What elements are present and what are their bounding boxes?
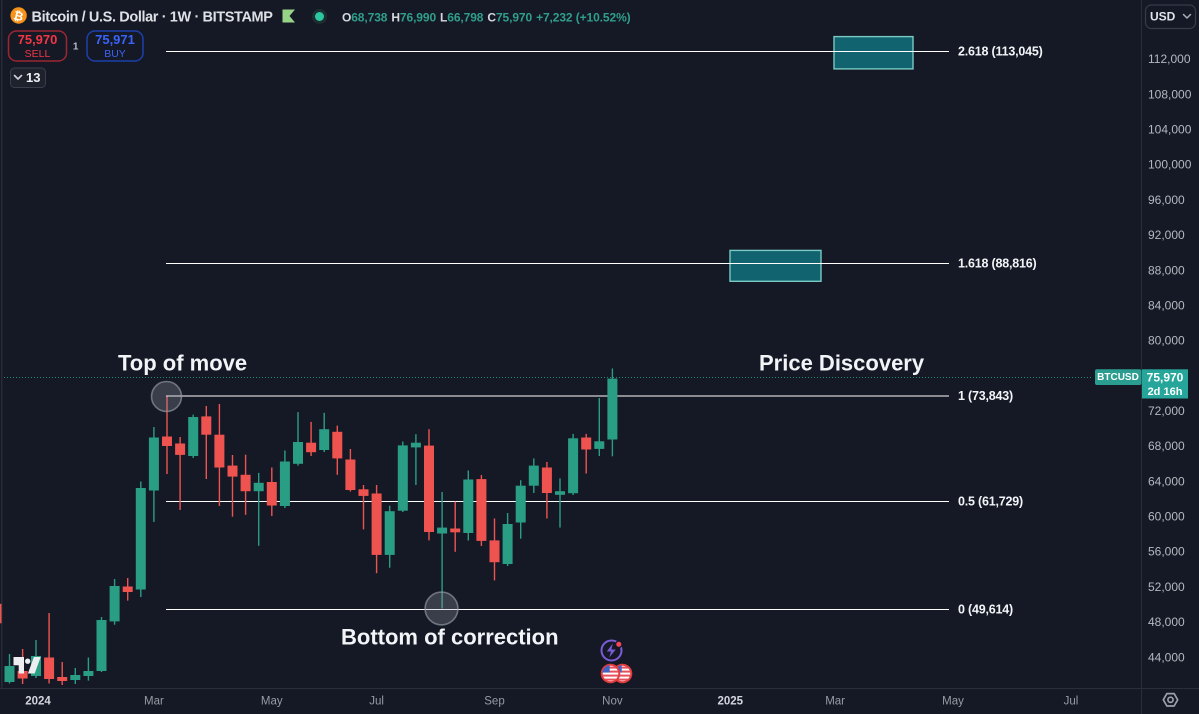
svg-text:64,000: 64,000 <box>1148 474 1185 488</box>
svg-text:96,000: 96,000 <box>1148 193 1185 207</box>
svg-text:75,970: 75,970 <box>18 32 58 47</box>
svg-text:BUY: BUY <box>104 48 126 60</box>
svg-text:SELL: SELL <box>25 48 51 60</box>
svg-text:2.618 (113,045): 2.618 (113,045) <box>958 45 1043 59</box>
svg-text:Mar: Mar <box>144 696 164 708</box>
svg-text:92,000: 92,000 <box>1148 228 1185 242</box>
svg-text:75,971: 75,971 <box>95 32 135 47</box>
svg-text:72,000: 72,000 <box>1148 404 1185 418</box>
svg-text:₿: ₿ <box>12 8 25 24</box>
svg-text:44,000: 44,000 <box>1148 650 1185 664</box>
svg-text:68,000: 68,000 <box>1148 439 1185 453</box>
svg-text:56,000: 56,000 <box>1148 545 1185 559</box>
svg-text:104,000: 104,000 <box>1148 123 1192 137</box>
svg-text:75,970: 75,970 <box>1147 370 1184 384</box>
svg-text:0 (49,614): 0 (49,614) <box>958 603 1013 617</box>
svg-text:Top of move: Top of move <box>118 351 247 376</box>
svg-text:Price Discovery: Price Discovery <box>759 351 925 376</box>
svg-text:80,000: 80,000 <box>1148 334 1185 348</box>
svg-text:2024: 2024 <box>25 696 51 708</box>
svg-text:2025: 2025 <box>718 696 744 708</box>
svg-text:52,000: 52,000 <box>1148 580 1185 594</box>
svg-text:Jul: Jul <box>369 696 384 708</box>
svg-text:0.5 (61,729): 0.5 (61,729) <box>958 495 1023 509</box>
svg-text:1.618 (88,816): 1.618 (88,816) <box>958 257 1037 271</box>
svg-text:Bottom of correction: Bottom of correction <box>341 625 559 650</box>
svg-text:108,000: 108,000 <box>1148 87 1192 101</box>
svg-text:88,000: 88,000 <box>1148 263 1185 277</box>
svg-text:May: May <box>261 696 283 708</box>
svg-text:Sep: Sep <box>484 696 504 708</box>
svg-text:48,000: 48,000 <box>1148 615 1185 629</box>
svg-text:May: May <box>942 696 964 708</box>
svg-text:112,000: 112,000 <box>1148 52 1191 66</box>
svg-text:2d 16h: 2d 16h <box>1148 386 1183 398</box>
svg-text:1 (73,843): 1 (73,843) <box>958 389 1013 403</box>
svg-text:60,000: 60,000 <box>1148 510 1185 524</box>
svg-text:100,000: 100,000 <box>1148 158 1192 172</box>
svg-text:Mar: Mar <box>825 696 845 708</box>
svg-text:1: 1 <box>73 42 79 53</box>
svg-text:84,000: 84,000 <box>1148 299 1185 313</box>
svg-text:Jul: Jul <box>1064 696 1079 708</box>
svg-text:Bitcoin / U.S. Dollar · 1W · B: Bitcoin / U.S. Dollar · 1W · BITSTAMP <box>32 10 274 26</box>
svg-text:Nov: Nov <box>602 696 623 708</box>
svg-text:USD: USD <box>1150 10 1176 24</box>
svg-text:BTCUSD: BTCUSD <box>1097 372 1139 383</box>
svg-text:13: 13 <box>26 70 40 85</box>
